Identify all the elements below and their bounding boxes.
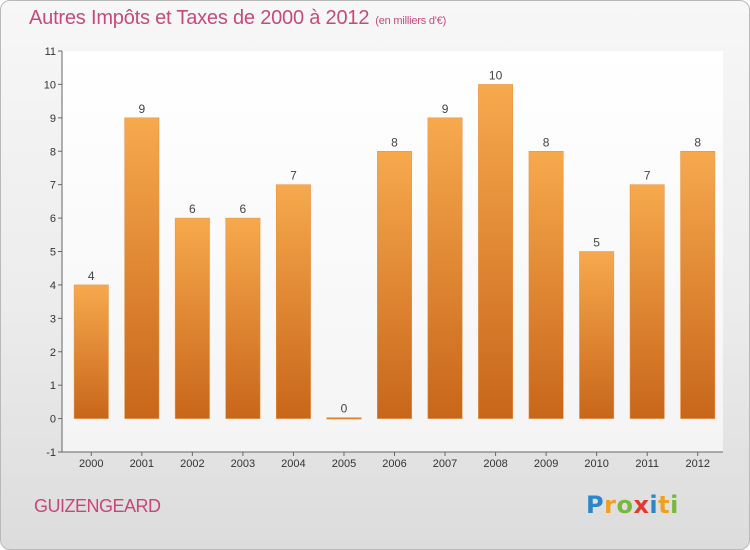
x-tick-label: 2004	[281, 458, 305, 470]
logo-letter: o	[616, 491, 634, 519]
logo-letter: r	[604, 491, 617, 519]
y-tick-label: 5	[50, 247, 56, 259]
bar-value-label: 8	[694, 135, 701, 149]
y-tick-label: 3	[50, 313, 56, 325]
bar-2001	[124, 117, 160, 419]
bar-value-label: 10	[489, 68, 503, 82]
x-tick-label: 2007	[433, 458, 457, 470]
x-tick-label: 2005	[332, 458, 356, 470]
x-tick-label: 2006	[382, 458, 406, 470]
bar-2000	[73, 284, 109, 419]
x-tick-label: 2010	[584, 458, 608, 470]
bar-value-label: 8	[543, 135, 550, 149]
x-tick-label: 2008	[483, 458, 507, 470]
bar-value-label: 7	[644, 169, 651, 183]
logo-letter: i	[670, 491, 679, 519]
chart-title: Autres Impôts et Taxes de 2000 à 2012 (en…	[29, 7, 446, 30]
bar-2011	[629, 184, 665, 419]
y-tick-label: 1	[50, 380, 56, 392]
x-tick-label: 2003	[231, 458, 255, 470]
bar-value-label: 9	[138, 102, 145, 116]
bar-value-label: 8	[391, 135, 398, 149]
bar-2012	[680, 151, 716, 419]
x-tick-label: 2009	[534, 458, 558, 470]
bar-2004	[275, 184, 311, 419]
y-tick-label: 7	[50, 180, 56, 192]
y-tick-label: 4	[50, 280, 56, 292]
logo-letter: i	[649, 491, 659, 519]
bar-value-label: 6	[240, 202, 247, 216]
bar-value-label: 5	[593, 236, 600, 250]
bar-2006	[377, 151, 412, 419]
y-tick-label: 2	[50, 347, 56, 359]
x-tick-label: 2000	[79, 458, 103, 470]
y-tick-label: 11	[45, 46, 56, 58]
bar-2005	[326, 417, 362, 420]
bar-2003	[225, 217, 261, 419]
y-tick-label: 9	[50, 113, 56, 125]
logo-letter: t	[658, 491, 671, 519]
bar-2007	[427, 117, 463, 419]
bar-2008	[478, 84, 514, 419]
bar-value-label: 0	[341, 402, 348, 416]
commune-name: GUIZENGEARD	[34, 496, 161, 516]
y-tick-label: -1	[46, 447, 56, 459]
y-tick-label: 10	[44, 79, 56, 91]
y-axis: -1 0 1 2 3 4 5 6 7 8 9 10 11	[44, 46, 63, 459]
bar-2010	[579, 251, 615, 419]
x-tick-label: 2012	[685, 458, 709, 470]
bars: 4 9 6 6 7 0 8 9 10 8 5 7 8	[73, 68, 716, 420]
proxiti-logo: Proxiti	[586, 491, 679, 519]
logo-letter: x	[633, 491, 650, 519]
chart-subtitle: (en milliers d'€)	[375, 15, 447, 27]
x-tick-label: 2011	[635, 458, 659, 470]
x-tick-label: 2002	[180, 458, 204, 470]
x-tick-label: 2001	[130, 458, 154, 470]
bar-value-label: 7	[290, 169, 297, 183]
chart-title-text: Autres Impôts et Taxes de 2000 à 2012	[29, 7, 370, 29]
bar-value-label: 4	[88, 269, 95, 283]
bar-2002	[174, 217, 210, 419]
bar-value-label: 6	[189, 202, 196, 216]
y-tick-label: 0	[50, 414, 56, 426]
y-tick-label: 8	[50, 146, 56, 158]
x-axis: 2000 2001 2002 2003 2004 2005 2006 2007 2008 2009…	[62, 451, 723, 470]
bar-2009	[528, 151, 564, 419]
y-tick-label: 6	[50, 213, 56, 225]
logo-letter: P	[586, 491, 605, 519]
bar-value-label: 9	[442, 102, 449, 116]
